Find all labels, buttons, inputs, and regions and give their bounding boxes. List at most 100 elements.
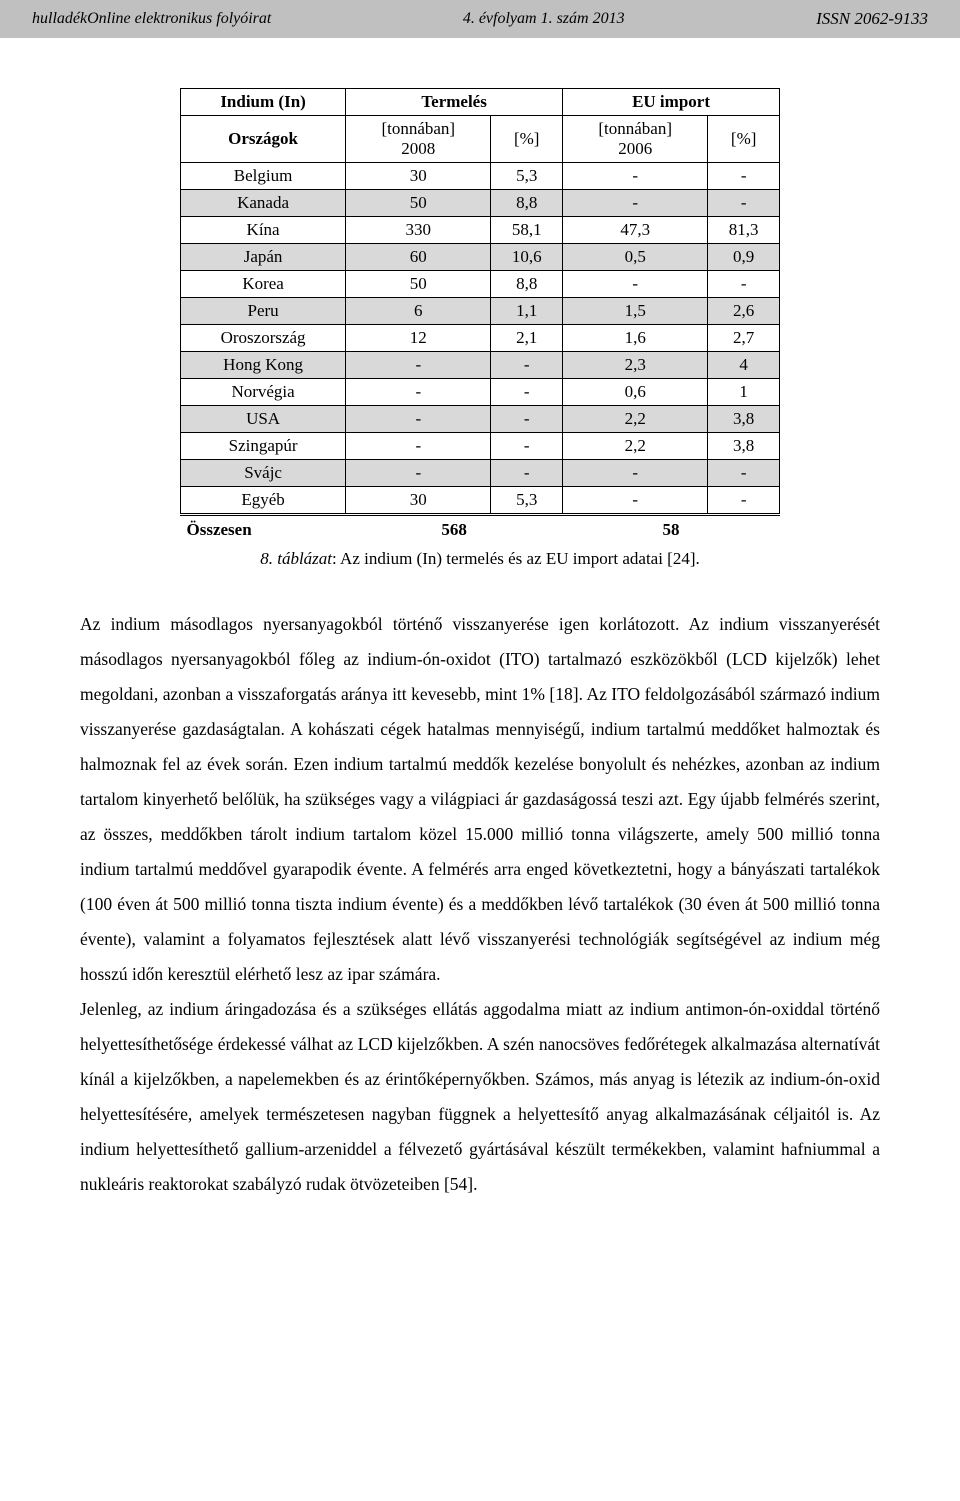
row-value: 30 bbox=[346, 163, 491, 190]
row-value: - bbox=[708, 271, 780, 298]
row-value: 60 bbox=[346, 244, 491, 271]
row-value: 1,5 bbox=[563, 298, 708, 325]
table-row: Egyéb305,3-- bbox=[181, 487, 780, 515]
row-value: - bbox=[708, 163, 780, 190]
row-value: - bbox=[563, 190, 708, 217]
row-value: - bbox=[491, 379, 563, 406]
row-country: Hong Kong bbox=[181, 352, 346, 379]
row-value: - bbox=[491, 460, 563, 487]
row-value: 2,1 bbox=[491, 325, 563, 352]
row-value: - bbox=[708, 487, 780, 515]
row-country: Oroszország bbox=[181, 325, 346, 352]
journal-title: hulladékOnline elektronikus folyóirat bbox=[32, 10, 271, 28]
row-value: - bbox=[563, 460, 708, 487]
row-value: - bbox=[346, 460, 491, 487]
th-orszagok: Országok bbox=[181, 116, 346, 163]
table-row: Oroszország122,11,62,7 bbox=[181, 325, 780, 352]
summary-v2: 58 bbox=[563, 515, 780, 544]
indium-table: Indium (In) Termelés EU import Országok … bbox=[180, 88, 780, 543]
row-country: Kanada bbox=[181, 190, 346, 217]
row-value: 1 bbox=[708, 379, 780, 406]
table-row: Szingapúr--2,23,8 bbox=[181, 433, 780, 460]
row-value: 50 bbox=[346, 271, 491, 298]
row-value: 5,3 bbox=[491, 487, 563, 515]
table-row: Korea508,8-- bbox=[181, 271, 780, 298]
row-value: - bbox=[346, 433, 491, 460]
row-value: - bbox=[346, 352, 491, 379]
row-country: Peru bbox=[181, 298, 346, 325]
row-value: 8,8 bbox=[491, 271, 563, 298]
row-value: - bbox=[708, 190, 780, 217]
summary-row: Összesen 568 58 bbox=[181, 515, 780, 544]
row-country: Szingapúr bbox=[181, 433, 346, 460]
th-pct-2008: [%] bbox=[491, 116, 563, 163]
issn: ISSN 2062-9133 bbox=[816, 9, 928, 29]
article-text: Az indium másodlagos nyersanyagokból tör… bbox=[80, 607, 880, 1202]
row-value: 58,1 bbox=[491, 217, 563, 244]
th-euimport: EU import bbox=[563, 89, 780, 116]
issue-info: 4. évfolyam 1. szám 2013 bbox=[463, 10, 625, 28]
paragraph-2: Jelenleg, az indium áringadozása és a sz… bbox=[80, 992, 880, 1202]
caption-label: 8. táblázat bbox=[260, 549, 332, 568]
table-row: Japán6010,60,50,9 bbox=[181, 244, 780, 271]
row-value: 47,3 bbox=[563, 217, 708, 244]
row-value: 0,9 bbox=[708, 244, 780, 271]
row-value: 3,8 bbox=[708, 406, 780, 433]
table-row: Svájc---- bbox=[181, 460, 780, 487]
row-value: 6 bbox=[346, 298, 491, 325]
row-country: Kína bbox=[181, 217, 346, 244]
paragraph-1: Az indium másodlagos nyersanyagokból tör… bbox=[80, 607, 880, 992]
table-row: Norvégia--0,61 bbox=[181, 379, 780, 406]
row-value: 81,3 bbox=[708, 217, 780, 244]
row-value: 3,8 bbox=[708, 433, 780, 460]
row-value: - bbox=[563, 163, 708, 190]
th-tonnaban-2008: [tonnában] 2008 bbox=[346, 116, 491, 163]
row-value: 2,3 bbox=[563, 352, 708, 379]
table-caption: 8. táblázat: Az indium (In) termelés és … bbox=[170, 549, 790, 569]
page-body: Indium (In) Termelés EU import Országok … bbox=[0, 88, 960, 1242]
summary-label: Összesen bbox=[181, 515, 346, 544]
row-value: - bbox=[491, 406, 563, 433]
row-value: - bbox=[346, 379, 491, 406]
row-country: USA bbox=[181, 406, 346, 433]
row-country: Egyéb bbox=[181, 487, 346, 515]
row-value: - bbox=[491, 352, 563, 379]
row-value: - bbox=[708, 460, 780, 487]
th-tonnaban-2006: [tonnában] 2006 bbox=[563, 116, 708, 163]
row-country: Norvégia bbox=[181, 379, 346, 406]
th-termeles: Termelés bbox=[346, 89, 563, 116]
row-country: Belgium bbox=[181, 163, 346, 190]
row-value: - bbox=[346, 406, 491, 433]
row-value: 2,2 bbox=[563, 433, 708, 460]
table-row: Hong Kong--2,34 bbox=[181, 352, 780, 379]
table-row: Belgium305,3-- bbox=[181, 163, 780, 190]
row-value: 10,6 bbox=[491, 244, 563, 271]
row-country: Korea bbox=[181, 271, 346, 298]
row-country: Japán bbox=[181, 244, 346, 271]
caption-title: : Az indium (In) termelés és az EU impor… bbox=[332, 549, 700, 568]
row-value: 8,8 bbox=[491, 190, 563, 217]
th-pct-2006: [%] bbox=[708, 116, 780, 163]
row-value: 2,7 bbox=[708, 325, 780, 352]
page-header: hulladékOnline elektronikus folyóirat 4.… bbox=[0, 0, 960, 38]
row-value: 5,3 bbox=[491, 163, 563, 190]
table-row: Kanada508,8-- bbox=[181, 190, 780, 217]
summary-v1: 568 bbox=[346, 515, 563, 544]
row-value: 330 bbox=[346, 217, 491, 244]
row-value: 2,6 bbox=[708, 298, 780, 325]
table-row: Peru61,11,52,6 bbox=[181, 298, 780, 325]
row-value: - bbox=[491, 433, 563, 460]
table-row: USA--2,23,8 bbox=[181, 406, 780, 433]
row-value: 4 bbox=[708, 352, 780, 379]
row-value: - bbox=[563, 487, 708, 515]
row-value: - bbox=[563, 271, 708, 298]
row-value: 50 bbox=[346, 190, 491, 217]
row-value: 1,1 bbox=[491, 298, 563, 325]
row-value: 1,6 bbox=[563, 325, 708, 352]
th-indium: Indium (In) bbox=[181, 89, 346, 116]
row-value: 0,6 bbox=[563, 379, 708, 406]
row-value: 0,5 bbox=[563, 244, 708, 271]
row-value: 2,2 bbox=[563, 406, 708, 433]
table-row: Kína33058,147,381,3 bbox=[181, 217, 780, 244]
row-country: Svájc bbox=[181, 460, 346, 487]
